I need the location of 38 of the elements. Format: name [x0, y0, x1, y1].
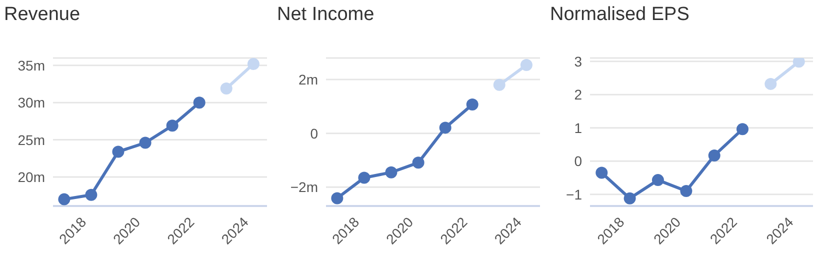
point	[736, 123, 748, 136]
y-tick-label: 35m	[18, 57, 45, 74]
y-tick-label: 0	[574, 153, 582, 170]
point	[85, 188, 98, 201]
point	[193, 96, 206, 109]
y-tick-label: 0	[310, 125, 318, 142]
point	[385, 166, 398, 178]
y-tick-label: 25m	[18, 132, 45, 148]
chart-title: Normalised EPS	[549, 3, 690, 27]
point	[412, 156, 424, 169]
y-tick-label: 1	[574, 120, 582, 136]
point	[58, 193, 70, 206]
y-tick-label: 20m	[18, 168, 45, 185]
point	[708, 149, 720, 162]
y-tick-label: −1	[566, 186, 582, 202]
point	[764, 78, 777, 90]
point	[166, 120, 178, 132]
point	[439, 122, 452, 134]
y-tick-label: 30m	[18, 94, 45, 111]
y-tick-label: −2m	[290, 179, 318, 196]
point	[112, 146, 124, 158]
y-tick-label: 3	[574, 53, 582, 70]
point	[520, 58, 532, 71]
y-tick-label: 2m	[298, 71, 318, 88]
point	[247, 58, 260, 70]
point	[624, 192, 636, 204]
point	[493, 78, 506, 91]
point	[220, 82, 232, 94]
point	[652, 174, 664, 186]
point	[466, 98, 478, 111]
point	[331, 192, 344, 204]
chart-title: Revenue	[3, 3, 82, 27]
point	[139, 136, 152, 149]
point	[680, 185, 692, 198]
y-tick-label: 2	[574, 86, 582, 103]
point	[358, 172, 370, 184]
chart-title: Net Income	[276, 3, 376, 27]
point	[596, 166, 608, 179]
